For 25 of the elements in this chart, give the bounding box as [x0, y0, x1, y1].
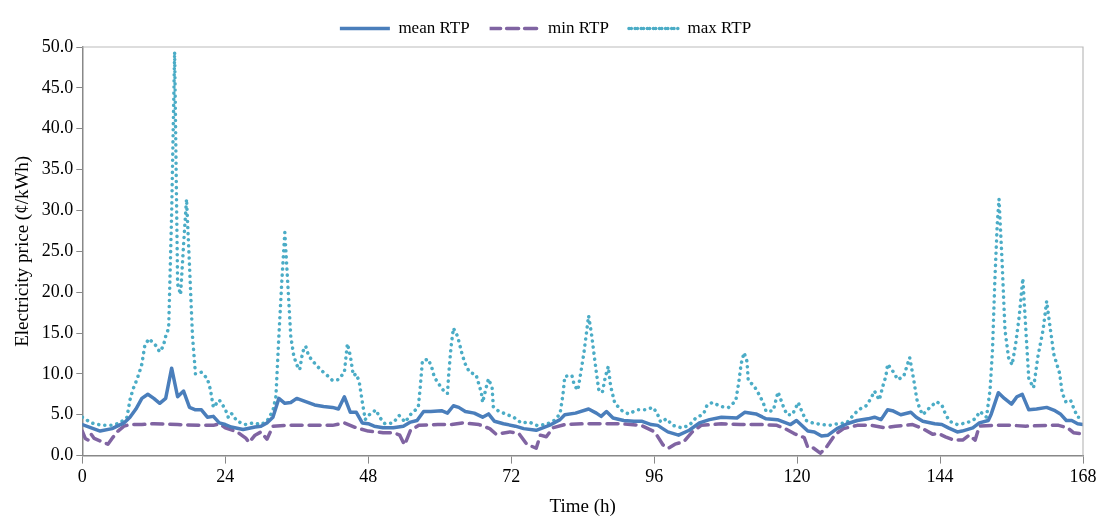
legend-label: min RTP	[548, 17, 609, 37]
x-tick-label: 120	[783, 466, 811, 487]
y-tick-label: 0.0	[50, 444, 74, 465]
y-tick-label: 25.0	[41, 240, 74, 261]
y-axis-title: Electricity price (¢/kWh)	[11, 155, 34, 347]
x-tick-label: 96	[645, 466, 664, 487]
y-tick-label: 10.0	[41, 362, 74, 383]
y-tick-label: 35.0	[41, 158, 74, 179]
x-tick-label: 24	[216, 466, 235, 487]
y-tick-label: 40.0	[41, 117, 74, 138]
x-tick-label: 144	[926, 466, 954, 487]
x-tick-label: 48	[359, 466, 378, 487]
x-tick-label: 168	[1069, 466, 1097, 487]
x-tick-label: 72	[502, 466, 521, 487]
legend-label: max RTP	[687, 17, 752, 37]
legend-label: mean RTP	[398, 17, 470, 37]
x-tick-label: 0	[77, 466, 87, 487]
y-tick-label: 50.0	[41, 35, 74, 56]
y-tick-label: 20.0	[41, 280, 74, 301]
y-tick-label: 30.0	[41, 199, 74, 220]
x-axis-title: Time (h)	[549, 494, 616, 517]
y-tick-label: 15.0	[41, 321, 74, 342]
y-tick-label: 45.0	[41, 76, 74, 97]
y-tick-label: 5.0	[50, 403, 74, 424]
line-series	[82, 50, 1083, 430]
